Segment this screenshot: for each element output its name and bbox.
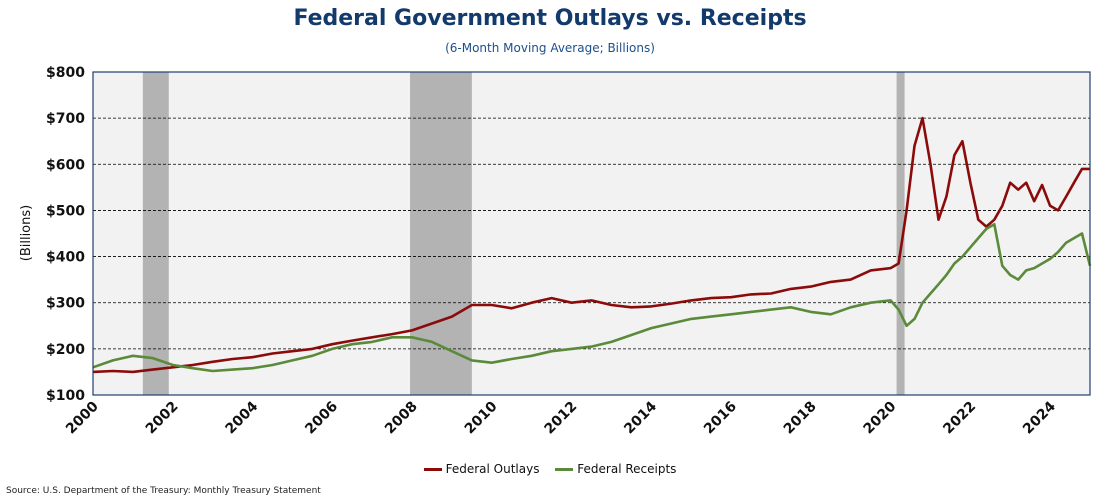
x-tick-label: 2024 [1020,398,1059,437]
x-tick-label: 2004 [222,398,261,437]
y-tick-label: $700 [46,111,85,127]
legend: Federal Outlays Federal Receipts [0,462,1100,476]
x-tick-label: 2012 [542,399,581,438]
y-tick-label: $600 [46,157,85,173]
series-line-outlays [92,116,1090,374]
x-tick-label: 2000 [63,398,102,437]
chart-subtitle: (6-Month Moving Average; Billions) [445,41,655,55]
y-axis-label: (Billions) [19,205,34,261]
recession-band-1 [410,72,472,395]
legend-swatch-receipts [555,468,574,471]
legend-item-outlays: Federal Outlays [423,462,540,476]
legend-label-outlays: Federal Outlays [445,462,540,476]
x-tick-label: 2002 [143,399,182,438]
y-tick-label: $200 [46,342,85,358]
x-tick-label: 2008 [382,399,421,438]
x-tick-label: 2022 [940,399,979,438]
y-tick-label: $500 [46,203,85,219]
x-tick-label: 2014 [621,398,660,437]
x-tick-label: 2010 [462,398,501,437]
legend-item-receipts: Federal Receipts [555,462,676,476]
x-tick-label: 2006 [302,399,341,438]
y-tick-label: $100 [46,388,85,404]
source-note: Source: U.S. Department of the Treasury:… [6,486,321,496]
x-tick-label: 2016 [701,399,740,438]
y-tick-label: $400 [46,250,85,266]
x-tick-label: 2018 [781,399,820,438]
legend-label-receipts: Federal Receipts [577,462,677,476]
plot-frame [92,71,1091,396]
recession-band-0 [142,72,169,395]
legend-swatch-outlays [423,468,442,471]
y-tick-label: $800 [46,65,85,81]
chart-title: Federal Government Outlays vs. Receipts [293,6,807,31]
recession-band-2 [896,72,905,395]
y-tick-label: $300 [46,296,85,312]
x-tick-label: 2020 [861,398,900,437]
series-line-receipts [92,223,1092,373]
